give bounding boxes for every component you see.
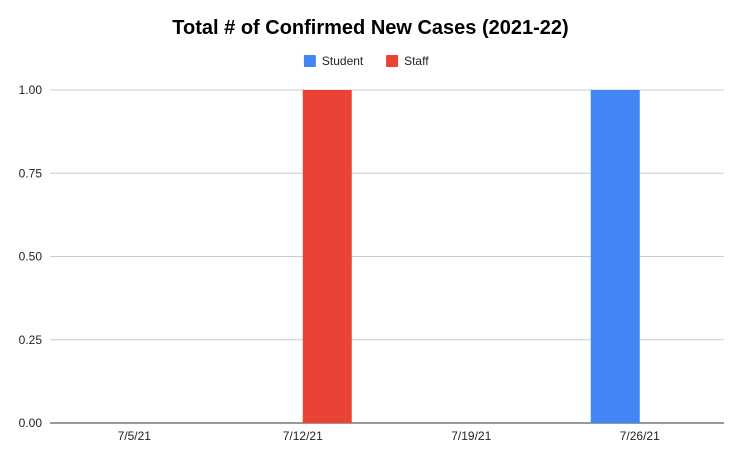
y-tick-label: 1.00: [19, 83, 43, 97]
bar-student-3: [590, 90, 640, 423]
x-tick-label: 7/19/21: [451, 429, 491, 443]
x-tick-label: 7/26/21: [620, 429, 660, 443]
x-tick-label: 7/12/21: [283, 429, 323, 443]
legend[interactable]: Student Staff: [303, 54, 429, 68]
x-axis-ticks: 7/5/21 7/12/21 7/19/21 7/26/21: [118, 429, 661, 443]
legend-swatch: [386, 55, 399, 67]
legend-item-student[interactable]: Student: [303, 54, 364, 68]
legend-swatch: [303, 55, 316, 67]
y-axis-ticks: 0.00 0.25 0.50 0.75 1.00: [19, 83, 43, 430]
legend-label: Student: [322, 54, 364, 68]
y-tick-label: 0.25: [19, 333, 43, 347]
bar-staff-1: [302, 90, 352, 423]
y-tick-label: 0.00: [19, 416, 43, 430]
y-tick-label: 0.50: [19, 250, 43, 264]
legend-item-staff[interactable]: Staff: [386, 54, 429, 68]
x-tick-label: 7/5/21: [118, 429, 152, 443]
legend-label: Staff: [404, 54, 429, 68]
y-tick-label: 0.75: [19, 166, 43, 180]
bars: [302, 90, 640, 423]
chart-title: Total # of Confirmed New Cases (2021-22): [172, 17, 569, 39]
